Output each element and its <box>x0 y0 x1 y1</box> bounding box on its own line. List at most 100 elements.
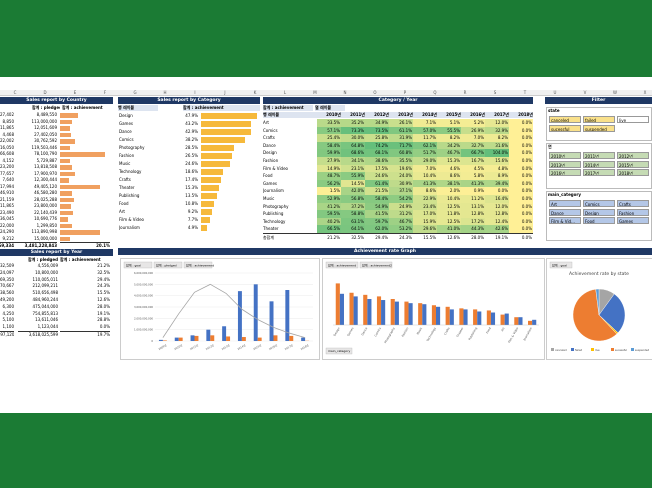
cell: 46,580,280 <box>34 190 57 195</box>
cell: 23,200 <box>0 164 14 169</box>
pivot-label: 열 레이블 <box>315 105 345 111</box>
bar <box>178 337 183 341</box>
y-tick-label: 6,000,000,000 <box>134 271 153 275</box>
slicer-button[interactable]: failed <box>583 116 615 123</box>
pie-slice <box>598 293 626 334</box>
row-label: Crafts <box>119 177 131 182</box>
slicer-button[interactable]: 2014년 <box>583 160 615 168</box>
slicer-button[interactable]: sucessful <box>549 124 581 132</box>
x-tick-label: 2016년 <box>268 343 278 351</box>
slicer-button[interactable]: Crafts <box>617 200 649 207</box>
heat-cell: 0.0% <box>509 126 533 135</box>
heat-cell: 0.0% <box>509 210 533 218</box>
heat-cell: 64.8% <box>341 141 365 150</box>
slicer-button[interactable]: canceled <box>549 116 581 123</box>
column-letter: J <box>224 90 226 95</box>
cell: 10.8% <box>185 201 198 206</box>
slicer-button[interactable]: 2012년 <box>617 152 649 159</box>
heat-cell: 73.5% <box>365 126 389 135</box>
cell: 23,800,000 <box>34 203 57 208</box>
row-label: Design <box>119 113 133 118</box>
cell: 15.5% <box>97 290 110 296</box>
slicer-button[interactable]: live <box>617 116 649 123</box>
cell: 28.5% <box>185 145 198 150</box>
column-header-bar <box>0 90 652 96</box>
slicer-label: state <box>548 108 560 113</box>
row-label: Technology <box>263 218 286 224</box>
slicer-button[interactable]: 2010년 <box>549 152 581 159</box>
heat-cell: 62.0% <box>365 225 389 233</box>
cell: 1,100 <box>2 324 14 330</box>
heat-cell: 0.0% <box>509 134 533 142</box>
bar <box>408 303 413 325</box>
slicer-button[interactable]: Games <box>617 217 649 224</box>
heat-cell: 31.2% <box>389 210 413 218</box>
bar <box>253 284 258 341</box>
heat-cell: 44.3% <box>461 225 485 233</box>
slicer-button[interactable]: Food <box>583 217 615 224</box>
slicer-button[interactable]: 2013년 <box>549 160 581 168</box>
legend-label: sucessful <box>615 348 627 352</box>
bar <box>381 300 386 325</box>
cell: 27,402,050 <box>34 131 57 137</box>
cell: 13,611,046 <box>35 317 58 323</box>
slicer-button[interactable]: Dance <box>549 208 581 216</box>
slicer-button[interactable]: Design <box>583 208 615 216</box>
bar <box>60 119 72 124</box>
row-label: 총합계 <box>263 233 317 241</box>
cell: 1,299,850 <box>36 222 57 228</box>
slicer-button[interactable]: Fashion <box>617 208 649 216</box>
bar <box>174 337 179 341</box>
slicer-button[interactable]: 2017년 <box>583 169 615 176</box>
column-letter: R <box>463 90 467 95</box>
legend-swatch <box>571 348 574 351</box>
heat-cell: 12.8% <box>461 210 485 218</box>
y-tick-label: 5,000,000,000 <box>134 282 153 286</box>
heat-cell: 14.9% <box>317 164 341 173</box>
slicer-button[interactable]: 2018년 <box>617 169 649 176</box>
bar <box>504 313 509 325</box>
filter-button <box>325 347 353 355</box>
heat-cell: 5.2% <box>461 119 485 127</box>
slicer-button[interactable]: Comics <box>583 200 615 207</box>
x-tick-label: Dance <box>360 326 368 336</box>
slicer-button[interactable]: Art <box>549 200 581 207</box>
slicer-button[interactable]: 2015년 <box>617 160 649 168</box>
y-tick-label: 2,000,000,000 <box>134 316 153 320</box>
cell: 17,900,970 <box>34 170 57 176</box>
heat-cell: 1.5% <box>317 187 341 195</box>
row-label: Games <box>263 180 277 186</box>
heat-cell: 12.8% <box>485 210 509 218</box>
slicer-button[interactable]: Film & Vid... <box>549 217 581 224</box>
button-label: 합계 : goal <box>552 262 567 267</box>
column-letter: N <box>343 90 347 95</box>
x-tick-label: Theater <box>455 326 465 339</box>
heat-cell: 32.5% <box>341 233 365 241</box>
heat-cell: 0.0% <box>509 119 533 127</box>
column-letter: M <box>313 90 317 95</box>
heat-cell: 41.3% <box>413 179 437 188</box>
cell: 4,468 <box>2 131 14 137</box>
cell: 24.6% <box>185 161 198 166</box>
heat-cell: 7.1% <box>413 119 437 127</box>
cell: 510,656,498 <box>32 290 58 296</box>
row-label: Music <box>119 161 131 166</box>
panel-title: Sales report by Category <box>118 97 260 104</box>
heat-cell: 15.5% <box>413 233 437 241</box>
cell: 113,890,998 <box>31 229 57 234</box>
slicer-button[interactable]: 2011년 <box>583 152 615 159</box>
column-letter: O <box>373 90 377 95</box>
bar <box>390 299 395 325</box>
column-letter: X <box>643 90 647 95</box>
cell: 8,850 <box>2 118 14 124</box>
row-label: Comics <box>119 137 134 142</box>
heat-cell: 63.1% <box>341 217 365 226</box>
heat-cell: 12.0% <box>485 202 509 211</box>
slicer-button[interactable]: 2016년 <box>549 169 581 176</box>
heat-cell: 7.0% <box>413 164 437 173</box>
slicer-button[interactable]: suspended <box>583 124 615 132</box>
bar <box>335 283 340 325</box>
column-letter: U <box>553 90 557 95</box>
bar <box>301 337 306 341</box>
